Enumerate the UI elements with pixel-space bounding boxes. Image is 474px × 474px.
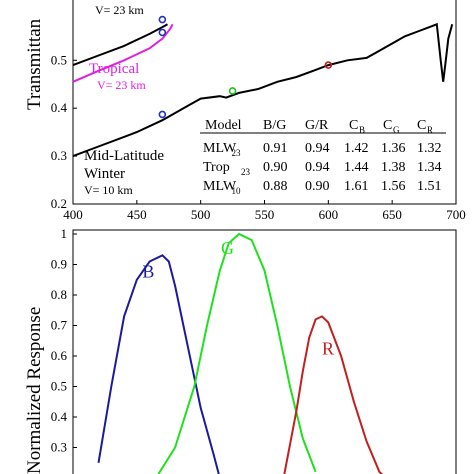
band-label-g: G bbox=[221, 238, 234, 258]
table-header-subscript: B bbox=[359, 125, 365, 135]
panel1-x-tick-label: 500 bbox=[191, 207, 211, 222]
panel2-y-axis-label: Normalized Response bbox=[24, 307, 45, 474]
table-cell: 1.56 bbox=[381, 179, 406, 194]
panel2-y-tick-label: 0.7 bbox=[51, 318, 68, 333]
panel2-y-tick-label: 0.9 bbox=[51, 257, 67, 272]
table-header-cell: C bbox=[349, 118, 358, 133]
panel1-y-tick-label: 0.5 bbox=[51, 52, 67, 67]
panel2-y-tick-label: 0.3 bbox=[51, 440, 67, 455]
panel1-x-ticks: 400 450 500 550 600 650 700 bbox=[63, 200, 466, 222]
panel1-y-tick-label: 0.4 bbox=[51, 100, 68, 115]
response-curve-r bbox=[283, 315, 384, 474]
table-cell: 1.32 bbox=[417, 141, 442, 156]
panel1-series bbox=[72, 22, 454, 158]
table-cell: 1.61 bbox=[344, 179, 369, 194]
band-center-marker bbox=[158, 110, 167, 119]
response-curve-g bbox=[157, 232, 317, 474]
panel1-x-tick-label: 450 bbox=[127, 207, 147, 222]
table-cell: 0.88 bbox=[263, 179, 288, 194]
table-cell: 1.44 bbox=[344, 160, 369, 175]
panel2-axes-frame bbox=[72, 229, 457, 474]
table-cell: 0.90 bbox=[305, 179, 330, 194]
panel2-y-tick-label: 0.4 bbox=[51, 409, 68, 424]
response-panel: 1 0.9 0.8 0.7 0.6 0.5 0.4 0.3 Normalized Respon… bbox=[24, 226, 457, 474]
panel1-x-tick-label: 650 bbox=[382, 207, 402, 222]
panel2-y-tick-label: 0.6 bbox=[51, 348, 68, 363]
table-cell: 1.34 bbox=[417, 160, 442, 175]
panel1-y-axis-label: Transmittan bbox=[24, 18, 45, 110]
table-header-cell: C bbox=[417, 118, 426, 133]
band-center-marker bbox=[228, 87, 237, 95]
mlw23-visibility-label: V= 23 km bbox=[95, 3, 144, 17]
band-center-marker bbox=[158, 15, 167, 24]
mlw10-name-line1: Mid-Latitude bbox=[84, 148, 164, 164]
table-header-subscript: R bbox=[427, 125, 433, 135]
mlw23-transmittance-line bbox=[72, 23, 168, 67]
mlw10-visibility-label: V= 10 km bbox=[84, 183, 133, 197]
band-label-b: B bbox=[142, 261, 154, 281]
table-cell: 0.90 bbox=[263, 160, 288, 175]
table-cell: 0.91 bbox=[263, 141, 288, 156]
panel1-x-tick-label: 700 bbox=[446, 207, 466, 222]
table-header-cell: C bbox=[383, 118, 392, 133]
table-cell: 1.36 bbox=[381, 141, 406, 156]
table-cell: 0.94 bbox=[305, 141, 330, 156]
table-header-subscript: G bbox=[393, 125, 400, 135]
table-row-model-subscript: 23 bbox=[232, 148, 242, 158]
tropical-transmittance-line bbox=[72, 23, 174, 83]
panel2-y-tick-label: 0.8 bbox=[51, 287, 67, 302]
panel1-x-tick-label: 550 bbox=[255, 207, 275, 222]
table-cell: 1.51 bbox=[417, 179, 442, 194]
table-header-cell: G/R bbox=[305, 118, 329, 133]
table-row-model: MLW bbox=[203, 141, 237, 156]
table-cell: 1.42 bbox=[344, 141, 369, 156]
transmittance-panel: 400 450 500 550 600 650 700 0.2 0.3 0.4 0.5 Trans… bbox=[24, 0, 466, 222]
table-row-model-subscript: 10 bbox=[232, 186, 242, 196]
panel2-series: B G R bbox=[97, 232, 384, 474]
table-header-cell: Model bbox=[205, 118, 242, 133]
table-row-model: MLW bbox=[203, 179, 237, 194]
tropical-name-label: Tropical bbox=[89, 61, 139, 77]
band-center-marker bbox=[324, 61, 333, 69]
panel1-y-tick-label: 0.2 bbox=[51, 196, 67, 211]
mlw10-name-line2: Winter bbox=[84, 166, 125, 182]
panel1-x-tick-label: 400 bbox=[63, 207, 83, 222]
band-label-r: R bbox=[322, 338, 334, 358]
band-center-marker bbox=[158, 28, 167, 37]
panel1-y-tick-label: 0.3 bbox=[51, 148, 67, 163]
response-curve-b bbox=[97, 254, 220, 474]
table-row-model: Trop bbox=[203, 160, 230, 175]
panel1-x-tick-label: 600 bbox=[319, 207, 339, 222]
panel2-y-tick-label: 1 bbox=[61, 226, 68, 241]
table-header-cell: B/G bbox=[263, 118, 286, 133]
panel2-y-tick-label: 0.5 bbox=[51, 379, 67, 394]
table-row-model-subscript: 23 bbox=[241, 167, 251, 177]
mlw10-transmittance-line bbox=[72, 22, 454, 158]
panel1-markers bbox=[158, 15, 333, 119]
tropical-visibility-label: V= 23 km bbox=[97, 78, 146, 92]
table-cell: 0.94 bbox=[305, 160, 330, 175]
panel2-y-ticks: 1 0.9 0.8 0.7 0.6 0.5 0.4 0.3 bbox=[51, 226, 77, 455]
table-cell: 1.38 bbox=[381, 160, 406, 175]
